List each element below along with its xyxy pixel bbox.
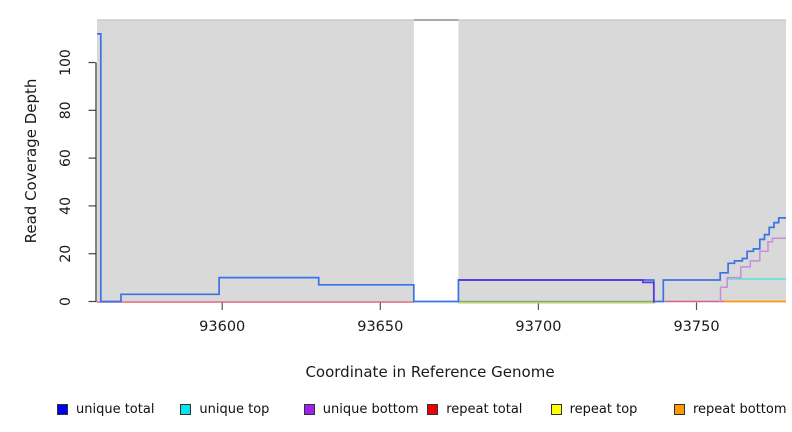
legend-swatch — [427, 403, 439, 415]
legend-label: unique bottom — [322, 401, 419, 417]
y-tick-label: 60 — [58, 149, 74, 167]
y-axis-title: Read Coverage Depth — [22, 78, 40, 244]
legend-item-unique-total: unique total — [57, 399, 154, 419]
legend-item-unique-top: unique top — [180, 399, 269, 419]
y-tick-label: 100 — [58, 49, 74, 76]
legend-swatch — [57, 403, 68, 415]
legend-label: unique top — [199, 401, 270, 417]
x-tick-label: 93600 — [199, 319, 245, 335]
x-tick-label: 93650 — [357, 319, 403, 335]
no-data-gap — [413, 19, 459, 302]
legend-item-repeat-bottom: repeat bottom — [674, 399, 787, 419]
legend-item-unique-bottom: unique bottom — [303, 399, 419, 419]
x-tick-label: 93750 — [673, 319, 719, 335]
legend-swatch — [550, 403, 562, 415]
series-unique-bottom-right — [718, 237, 786, 303]
y-tick-label: 0 — [58, 297, 74, 306]
y-tick-label: 40 — [58, 197, 74, 215]
legend-item-repeat-total: repeat total — [427, 399, 522, 419]
legend-label: repeat total — [446, 401, 523, 417]
y-tick-label: 80 — [58, 101, 74, 119]
series-unique-bottom-mid — [458, 279, 655, 303]
y-tick-label: 20 — [58, 245, 74, 263]
legend-swatch — [303, 403, 315, 415]
legend-label: unique total — [76, 401, 155, 417]
x-tick-label: 93700 — [515, 319, 561, 335]
series-unique-total — [97, 33, 786, 303]
legend: unique total unique top unique bottom repea… — [0, 399, 792, 423]
legend-label: repeat bottom — [693, 401, 787, 417]
x-axis-title: Coordinate in Reference Genome — [305, 363, 555, 381]
legend-swatch — [180, 403, 192, 415]
legend-item-repeat-top: repeat top — [550, 399, 638, 419]
legend-swatch — [674, 403, 685, 415]
legend-label: repeat top — [569, 401, 638, 417]
